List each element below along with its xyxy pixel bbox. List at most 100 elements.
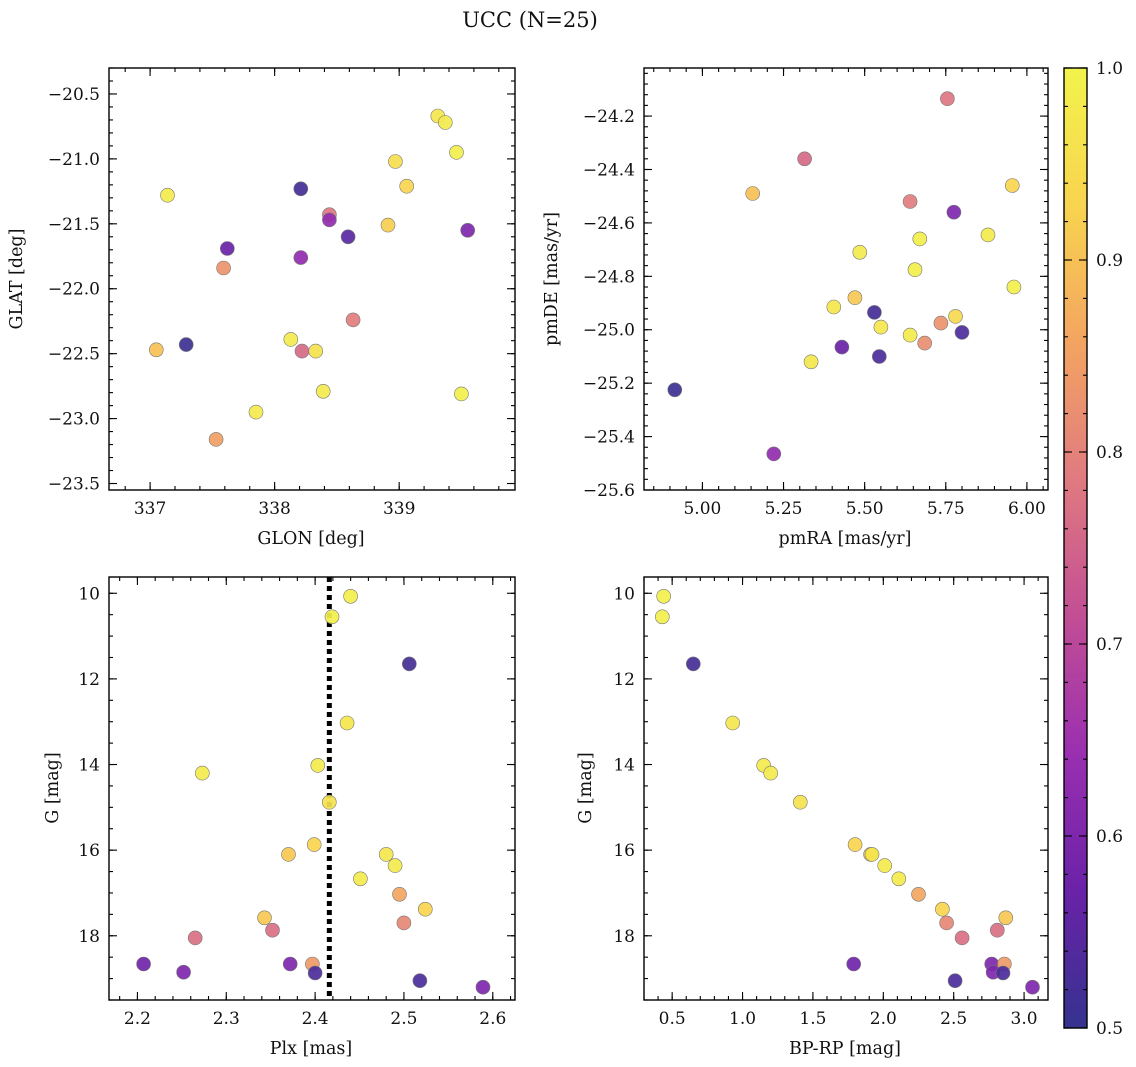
y-tick-label: 14 xyxy=(613,756,635,776)
colorbar-tick-label: 0.8 xyxy=(1096,443,1123,463)
data-point xyxy=(935,901,950,917)
data-point xyxy=(1004,178,1020,193)
data-point xyxy=(864,847,880,862)
data-point xyxy=(912,231,928,247)
y-axis-label: G [mag] xyxy=(576,752,596,823)
data-point xyxy=(136,956,151,972)
x-tick-label: 2.6 xyxy=(479,1009,506,1029)
data-point xyxy=(685,656,701,672)
y-tick-label: 18 xyxy=(78,927,100,947)
y-tick-label: −23.0 xyxy=(48,410,100,430)
x-tick-label: 1.0 xyxy=(729,1009,756,1029)
data-point xyxy=(792,794,808,810)
panel-proper-motion: 5.00 5.25 5.50 5.75 6.00 −25.6 −25.4 −25.2 −25.0… xyxy=(542,67,1049,549)
data-point xyxy=(392,886,407,902)
y-tick-label: 16 xyxy=(613,841,635,861)
x-tick-label: 2.4 xyxy=(302,1009,329,1029)
data-point xyxy=(995,965,1011,981)
data-point xyxy=(339,715,355,731)
x-tick-label: 2.3 xyxy=(213,1009,240,1029)
data-point xyxy=(388,154,403,169)
y-tick-label: −23.5 xyxy=(48,475,100,495)
colorbar-tick-label: 0.6 xyxy=(1096,827,1123,847)
data-point xyxy=(282,956,298,972)
data-point xyxy=(454,386,469,402)
data-point xyxy=(310,758,326,773)
data-point xyxy=(149,342,164,358)
data-point xyxy=(449,145,464,160)
data-point xyxy=(401,656,417,672)
data-point xyxy=(396,915,412,931)
data-point xyxy=(343,588,358,604)
y-tick-label: 10 xyxy=(613,584,635,604)
data-point xyxy=(257,910,272,926)
y-axis-label: pmDE [mas/yr] xyxy=(542,212,562,346)
x-axis-label: Plx [mas] xyxy=(270,1039,352,1059)
data-point xyxy=(293,181,309,197)
data-point xyxy=(380,217,396,233)
colorbar-gradient xyxy=(1064,68,1087,1028)
y-tick-label: 16 xyxy=(78,841,100,861)
data-point xyxy=(176,964,191,980)
data-point xyxy=(321,794,337,810)
y-tick-label: 14 xyxy=(78,756,100,776)
data-point xyxy=(1025,979,1040,995)
data-point xyxy=(846,956,862,972)
y-tick-label: −25.4 xyxy=(583,428,635,448)
colorbar-tick-label: 0.7 xyxy=(1096,635,1123,655)
plot-frame xyxy=(643,67,1049,491)
x-tick-label: 5.25 xyxy=(765,499,803,519)
colorbar-tick-label: 0.9 xyxy=(1096,251,1123,271)
data-point xyxy=(954,325,970,340)
data-point xyxy=(208,432,224,447)
data-point xyxy=(954,930,970,946)
data-point xyxy=(873,319,889,335)
data-point xyxy=(294,343,310,359)
data-point xyxy=(220,241,235,256)
panels: 337 338 339 −23.5 −23.0 −22.5 −22.0 −21.5 −21.0 −… xyxy=(7,67,1049,1059)
y-tick-label: −24.6 xyxy=(583,214,635,234)
data-point xyxy=(803,354,819,370)
data-point xyxy=(989,922,1005,938)
data-point xyxy=(902,327,918,343)
plot-frame xyxy=(108,67,516,491)
y-tick-label: 12 xyxy=(613,670,635,690)
data-point xyxy=(891,871,907,887)
x-tick-label: 338 xyxy=(258,499,290,519)
data-point xyxy=(387,858,403,873)
panel-sky-position: 337 338 339 −23.5 −23.0 −22.5 −22.0 −21.5 −21.0 −… xyxy=(7,67,516,549)
data-point xyxy=(947,973,963,989)
data-point xyxy=(306,837,322,852)
data-point xyxy=(324,609,340,625)
data-point xyxy=(248,404,264,420)
data-point xyxy=(797,151,812,167)
data-point xyxy=(946,204,962,220)
data-point xyxy=(308,343,324,359)
x-tick-label: 2.0 xyxy=(870,1009,897,1029)
data-point xyxy=(939,915,954,931)
x-tick-label: 0.5 xyxy=(659,1009,686,1029)
data-point xyxy=(460,223,476,238)
data-point xyxy=(281,847,296,862)
x-tick-label: 2.5 xyxy=(940,1009,967,1029)
data-point xyxy=(907,262,923,278)
data-point xyxy=(1006,279,1022,295)
data-point xyxy=(437,115,453,130)
data-point xyxy=(315,383,331,399)
y-tick-label: −25.0 xyxy=(583,321,635,341)
data-point xyxy=(834,339,850,355)
data-point xyxy=(948,309,963,324)
colorbar-tick-label: 1.0 xyxy=(1096,59,1123,79)
figure-title: UCC (N=25) xyxy=(462,8,598,32)
data-point xyxy=(933,315,949,331)
data-point xyxy=(852,245,868,260)
data-point xyxy=(911,886,926,902)
data-point xyxy=(412,973,428,989)
data-point xyxy=(766,446,782,462)
data-point xyxy=(877,858,893,873)
data-point xyxy=(763,765,779,781)
colorbar-tick-label: 0.5 xyxy=(1096,1019,1123,1039)
y-tick-label: −24.4 xyxy=(583,160,635,180)
data-point xyxy=(867,305,882,320)
